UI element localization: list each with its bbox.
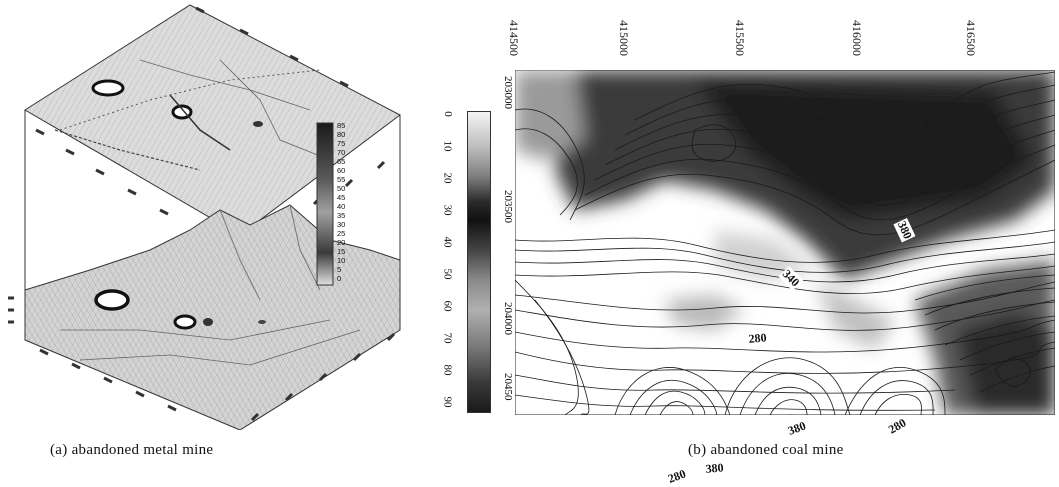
colorbar-a-tick: 25: [337, 229, 346, 238]
y-axis-ticks: 203000 203500 204000 20450: [500, 70, 516, 415]
colorbar-a-tick: 45: [337, 193, 346, 202]
contour-label: 380: [893, 218, 916, 243]
colorbar-a-ticks: 85 80 75 70 65 60 55 50 45 40 35 30 25 2…: [337, 121, 367, 283]
colorbar-a-tick: 40: [337, 202, 346, 211]
top-map-plane: [24, 4, 401, 236]
y-tick-label: 204000: [502, 302, 514, 335]
colorbar-b-tick: 0: [441, 111, 454, 117]
colorbar-b-tick: 90: [441, 396, 454, 408]
caption-b: (b) abandoned coal mine: [688, 442, 844, 458]
x-tick-label: 414500: [507, 20, 521, 56]
colorbar-a-tick: 35: [337, 211, 346, 220]
y-tick-label: 203000: [502, 76, 514, 109]
caption-a: (a) abandoned metal mine: [50, 442, 214, 458]
colorbar-a-tick: 5: [337, 265, 342, 274]
colorbar-b-tick: 50: [441, 268, 454, 280]
contour-label: 280: [885, 415, 910, 438]
colorbar-b-tick: 20: [441, 172, 454, 184]
colorbar-a-tick: 30: [337, 220, 346, 229]
colorbar-a-tick: 75: [337, 139, 346, 148]
colorbar-b-tick: 60: [441, 300, 454, 312]
coal-mine-contour-map: [515, 70, 1055, 415]
colorbar-b-tick: 30: [441, 204, 454, 216]
colorbar-a-tick: 60: [337, 166, 346, 175]
contour-labels: 380 340 280 280 380 280 380 280: [515, 70, 1055, 487]
x-tick-label: 416500: [964, 20, 978, 56]
colorbar-a-tick: 65: [337, 157, 346, 166]
x-tick-label: 415000: [617, 20, 631, 56]
colorbar-a-tick: 80: [337, 130, 346, 139]
y-tick-label: 203500: [502, 190, 514, 223]
colorbar-b-tick: 40: [441, 236, 454, 248]
colorbar-a: [316, 122, 334, 286]
metal-mine-3d-figure: [8, 4, 401, 430]
colorbar-a-tick: 50: [337, 184, 346, 193]
colorbar-b-tick: 10: [441, 140, 454, 152]
x-axis-ticks: 414500 415000 415500 416000 416500: [507, 0, 1055, 70]
y-tick-label: 20450: [502, 373, 514, 401]
colorbar-a-tick: 85: [337, 121, 346, 130]
colorbar-b-tick: 80: [441, 364, 454, 376]
bottom-ticks: [8, 296, 396, 422]
colorbar-b-tick: 70: [441, 332, 454, 344]
colorbar-a-tick: 20: [337, 238, 346, 247]
x-tick-label: 415500: [733, 20, 747, 56]
contour-label: 280: [665, 466, 689, 487]
colorbar-a-tick: 15: [337, 247, 346, 256]
colorbar-a-tick: 0: [337, 274, 342, 283]
colorbar-a-tick: 55: [337, 175, 346, 184]
colorbar-a-tick: 70: [337, 148, 346, 157]
contour-label: 380: [785, 418, 809, 440]
colorbar-b: [467, 111, 491, 413]
contour-label: 340: [778, 266, 804, 291]
colorbar-a-tick: 10: [337, 256, 346, 265]
colorbar-b-ticks: 0 10 20 30 40 50 60 70 80 90: [442, 104, 464, 416]
3d-surface: [24, 204, 401, 430]
x-tick-label: 416000: [850, 20, 864, 56]
contour-label: 280: [747, 330, 769, 347]
